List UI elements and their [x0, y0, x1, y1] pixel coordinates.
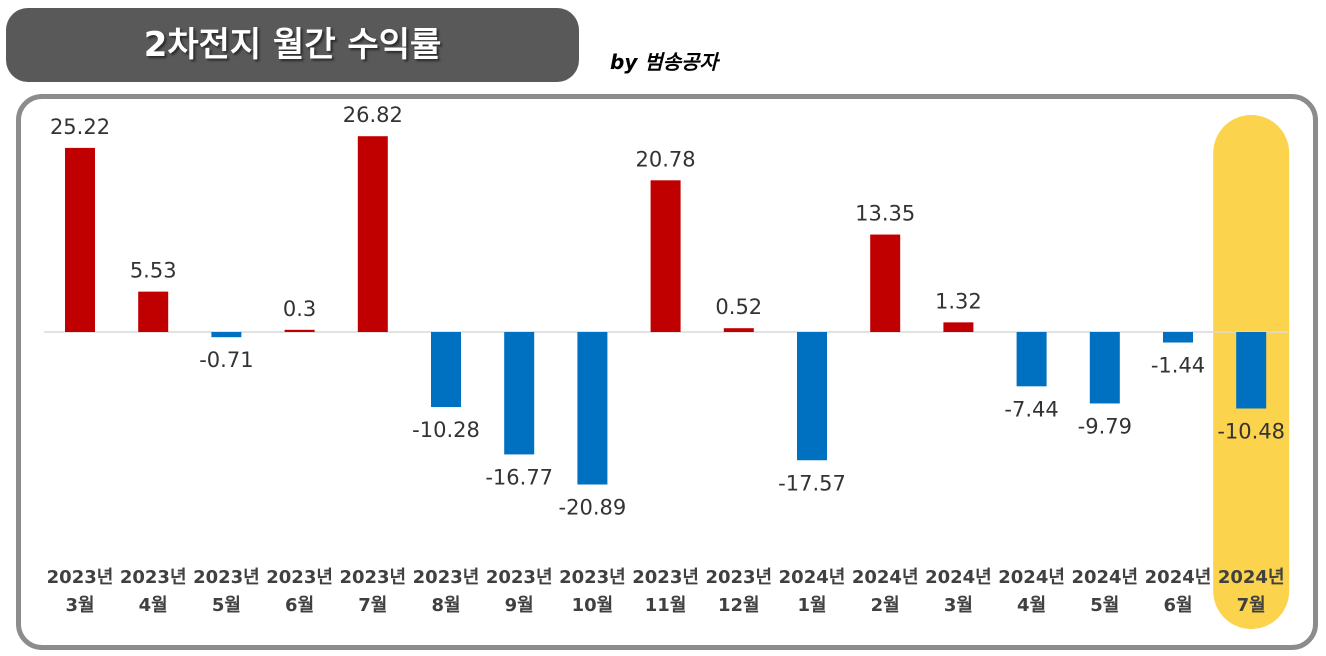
x-tick-month-8: 10월 [572, 595, 614, 616]
data-label-13: 1.32 [935, 289, 982, 313]
bar-14 [1016, 332, 1047, 387]
bar-15 [1089, 332, 1120, 404]
bar-3 [211, 332, 242, 338]
data-label-12: 13.35 [855, 202, 915, 226]
x-tick-year-10: 2023년 [705, 567, 772, 588]
x-tick-year-15: 2024년 [1071, 567, 1138, 588]
data-label-1: 25.22 [50, 115, 110, 139]
x-tick-year-3: 2023년 [193, 567, 260, 588]
bar-7 [504, 332, 535, 455]
x-tick-year-4: 2023년 [266, 567, 333, 588]
x-tick-year-2: 2023년 [120, 567, 187, 588]
data-label-4: 0.3 [283, 297, 316, 321]
bar-5 [357, 136, 388, 332]
bar-1 [65, 147, 95, 332]
data-label-3: -0.71 [199, 348, 253, 372]
data-label-16: -1.44 [1151, 354, 1205, 378]
x-tick-year-11: 2024년 [779, 567, 846, 588]
x-tick-year-17: 2024년 [1218, 567, 1285, 588]
chart-frame [16, 94, 1318, 650]
x-tick-month-7: 9월 [505, 595, 534, 616]
x-tick-year-14: 2024년 [998, 567, 1065, 588]
x-tick-month-11: 1월 [797, 595, 826, 616]
x-tick-year-1: 2023년 [47, 567, 114, 588]
x-tick-month-3: 5월 [212, 595, 241, 616]
x-tick-month-4: 6월 [285, 595, 314, 616]
x-tick-month-14: 4월 [1017, 595, 1046, 616]
x-tick-year-16: 2024년 [1145, 567, 1212, 588]
x-tick-month-10: 12월 [718, 595, 760, 616]
x-tick-month-9: 11월 [645, 595, 687, 616]
data-label-10: 0.52 [715, 295, 762, 319]
x-tick-year-6: 2023년 [413, 567, 480, 588]
data-label-14: -7.44 [1004, 397, 1058, 421]
bar-6 [431, 332, 461, 408]
data-label-9: 20.78 [636, 147, 696, 171]
bar-17 [1236, 332, 1267, 409]
bar-16 [1163, 332, 1193, 343]
x-tick-month-6: 8월 [431, 595, 460, 616]
x-tick-year-5: 2023년 [339, 567, 406, 588]
bar-11 [797, 332, 827, 461]
bar-9 [650, 180, 681, 332]
bar-12 [870, 234, 901, 332]
chart-title: 2차전지 월간 수익률 [143, 25, 442, 65]
data-label-8: -20.89 [559, 495, 627, 519]
x-tick-month-12: 2월 [871, 595, 900, 616]
x-tick-year-13: 2024년 [925, 567, 992, 588]
bar-10 [723, 328, 754, 332]
x-tick-year-12: 2024년 [852, 567, 919, 588]
bar-8 [577, 332, 608, 485]
byline: by 범송공자 [610, 50, 718, 74]
x-tick-month-17: 7월 [1237, 595, 1266, 616]
x-tick-month-2: 4월 [139, 595, 168, 616]
title-banner [6, 8, 579, 82]
bar-4 [284, 329, 315, 332]
data-label-2: 5.53 [130, 259, 177, 283]
bar-2 [138, 291, 169, 332]
x-tick-month-16: 6월 [1163, 595, 1192, 616]
data-label-15: -9.79 [1078, 414, 1132, 438]
x-tick-year-9: 2023년 [632, 567, 699, 588]
data-label-11: -17.57 [778, 471, 846, 495]
x-tick-month-1: 3월 [65, 595, 94, 616]
x-tick-month-13: 3월 [944, 595, 973, 616]
x-tick-year-7: 2023년 [486, 567, 553, 588]
bar-13 [943, 322, 974, 332]
x-tick-month-5: 7월 [358, 595, 387, 616]
data-label-17: -10.48 [1217, 420, 1285, 444]
data-label-6: -10.28 [412, 418, 480, 442]
data-label-7: -16.77 [485, 465, 553, 489]
x-tick-year-8: 2023년 [559, 567, 626, 588]
data-label-5: 26.82 [343, 103, 403, 127]
x-tick-month-15: 5월 [1090, 595, 1119, 616]
